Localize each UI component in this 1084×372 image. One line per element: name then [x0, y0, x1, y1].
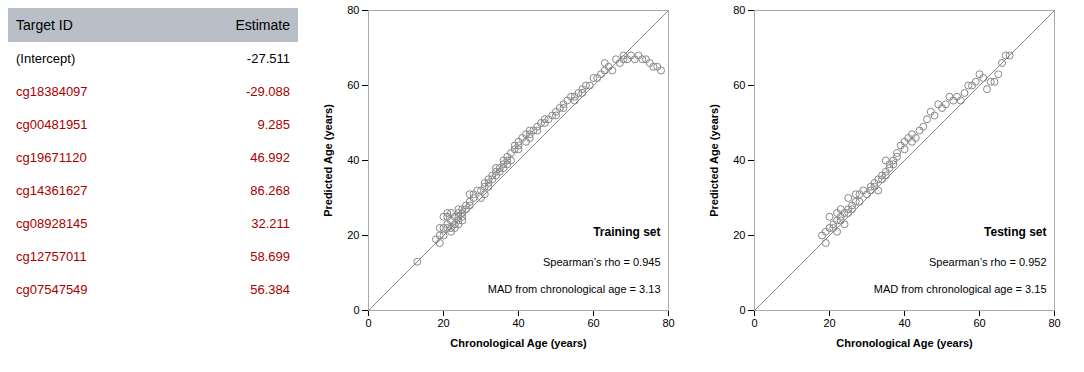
svg-text:Chronological Age (years): Chronological Age (years)	[836, 337, 973, 349]
html-text:32.211: 32.211	[251, 216, 290, 231]
svg-text:0: 0	[365, 317, 371, 329]
svg-text:20: 20	[823, 317, 835, 329]
svg-text:20: 20	[347, 229, 359, 241]
html-text:58.699: 58.699	[250, 249, 290, 264]
svg-text:60: 60	[973, 317, 985, 329]
svg-text:80: 80	[347, 4, 359, 16]
svg-text:0: 0	[353, 304, 359, 316]
svg-text:Predicted Age (years): Predicted Age (years)	[708, 104, 720, 217]
svg-text:40: 40	[347, 154, 359, 166]
html-text:56.384: 56.384	[250, 282, 290, 297]
svg-text:80: 80	[1048, 317, 1060, 329]
html-text:cg12757011: cg12757011	[16, 249, 87, 264]
html-text:(Intercept): (Intercept)	[16, 51, 76, 66]
svg-text:Spearman’s rho = 0.945: Spearman’s rho = 0.945	[543, 256, 661, 268]
html-text:cg00481951: cg00481951	[16, 117, 88, 132]
html-text:cg18384097: cg18384097	[16, 84, 88, 99]
html-text:9.285: 9.285	[257, 117, 290, 132]
html-text:Estimate: Estimate	[235, 17, 290, 33]
svg-text:80: 80	[733, 4, 745, 16]
svg-text:20: 20	[733, 229, 745, 241]
html-text:86.268: 86.268	[250, 183, 290, 198]
svg-text:MAD from chronological age = 3: MAD from chronological age = 3.13	[488, 283, 661, 295]
html-text:cg08928145: cg08928145	[16, 216, 88, 231]
svg-text:40: 40	[898, 317, 910, 329]
svg-text:60: 60	[733, 79, 745, 91]
svg-text:Spearman’s rho = 0.952: Spearman’s rho = 0.952	[929, 256, 1047, 268]
svg-text:20: 20	[437, 317, 449, 329]
html-text:cg19671120: cg19671120	[16, 150, 87, 165]
html-text:cg07547549: cg07547549	[16, 282, 88, 297]
svg-text:60: 60	[347, 79, 359, 91]
svg-text:MAD from chronological age = 3: MAD from chronological age = 3.15	[874, 283, 1047, 295]
html-text:-27.511: -27.511	[246, 51, 290, 66]
svg-text:60: 60	[587, 317, 599, 329]
svg-text:40: 40	[512, 317, 524, 329]
svg-text:Training set: Training set	[593, 225, 660, 239]
svg-text:Chronological Age (years): Chronological Age (years)	[450, 337, 587, 349]
html-text:Target ID: Target ID	[16, 17, 73, 33]
svg-text:0: 0	[739, 304, 745, 316]
html-text:-29.088: -29.088	[245, 84, 290, 99]
html-text:cg14361627: cg14361627	[16, 183, 88, 198]
svg-text:Predicted Age (years): Predicted Age (years)	[322, 104, 334, 217]
svg-text:0: 0	[751, 317, 757, 329]
html-text:46.992: 46.992	[250, 150, 290, 165]
svg-text:Testing set: Testing set	[984, 225, 1046, 239]
svg-text:80: 80	[662, 317, 674, 329]
svg-text:40: 40	[733, 154, 745, 166]
